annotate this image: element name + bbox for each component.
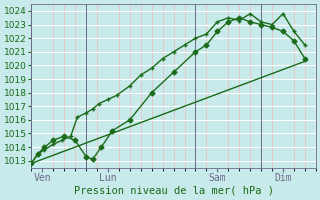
- X-axis label: Pression niveau de la mer( hPa ): Pression niveau de la mer( hPa ): [74, 186, 274, 196]
